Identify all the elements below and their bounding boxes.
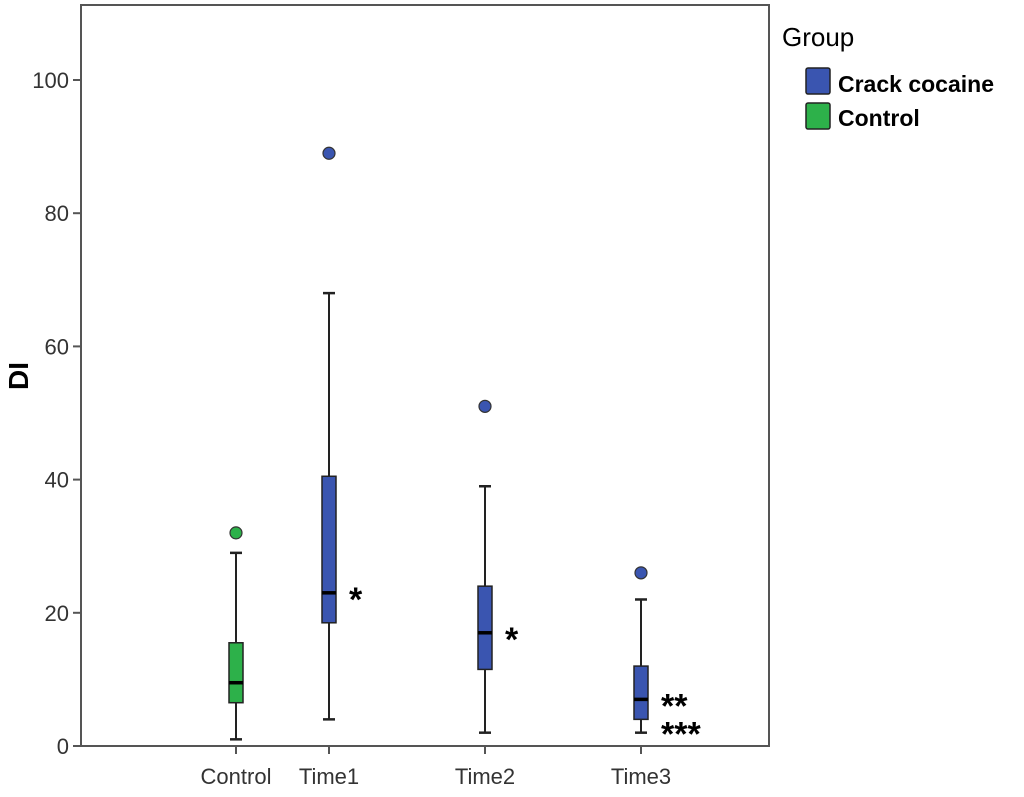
box-time3: ***** (633, 566, 701, 753)
iqr-box-control (228, 642, 244, 704)
legend-label-crack-cocaine: Crack cocaine (838, 71, 994, 97)
box-control (228, 526, 244, 741)
y-tick-label-80: 80 (45, 201, 69, 226)
x-tick-label-time2: Time2 (455, 764, 515, 789)
x-tick-label-time1: Time1 (299, 764, 359, 789)
y-axis: 0 20 40 60 80 100 (32, 68, 81, 759)
outlier-time1-0 (322, 146, 336, 160)
iqr-box-time3 (633, 665, 649, 721)
y-axis-label: DI (3, 362, 34, 390)
y-tick-label-100: 100 (32, 68, 69, 93)
legend-title: Group (782, 22, 854, 52)
outlier-control-0 (229, 526, 243, 540)
outlier-time2-0 (478, 399, 492, 413)
legend-label-control: Control (838, 105, 920, 131)
x-axis: Control Time1 Time2 Time3 (201, 746, 671, 789)
legend-swatch-control (805, 102, 831, 130)
significance-annotation-time3-0: ** (661, 687, 688, 725)
boxes: ******* (228, 146, 701, 753)
box-time2: * (477, 399, 519, 734)
y-tick-label-40: 40 (45, 468, 69, 493)
plot-frame (80, 4, 770, 747)
outlier-time3-0 (634, 566, 648, 580)
legend-swatch-crack-cocaine (805, 67, 831, 95)
significance-annotation-time3-1: *** (661, 715, 701, 753)
legend: Group Crack cocaine Control (782, 22, 994, 131)
iqr-box-time1 (321, 475, 337, 624)
x-tick-label-control: Control (201, 764, 272, 789)
box-time1: * (321, 146, 363, 721)
y-tick-label-60: 60 (45, 334, 69, 359)
y-tick-label-20: 20 (45, 601, 69, 626)
x-tick-label-time3: Time3 (611, 764, 671, 789)
significance-annotation-time1: * (349, 581, 363, 619)
y-tick-label-0: 0 (57, 734, 69, 759)
significance-annotation-time2: * (505, 621, 519, 659)
iqr-box-time2 (477, 585, 493, 671)
